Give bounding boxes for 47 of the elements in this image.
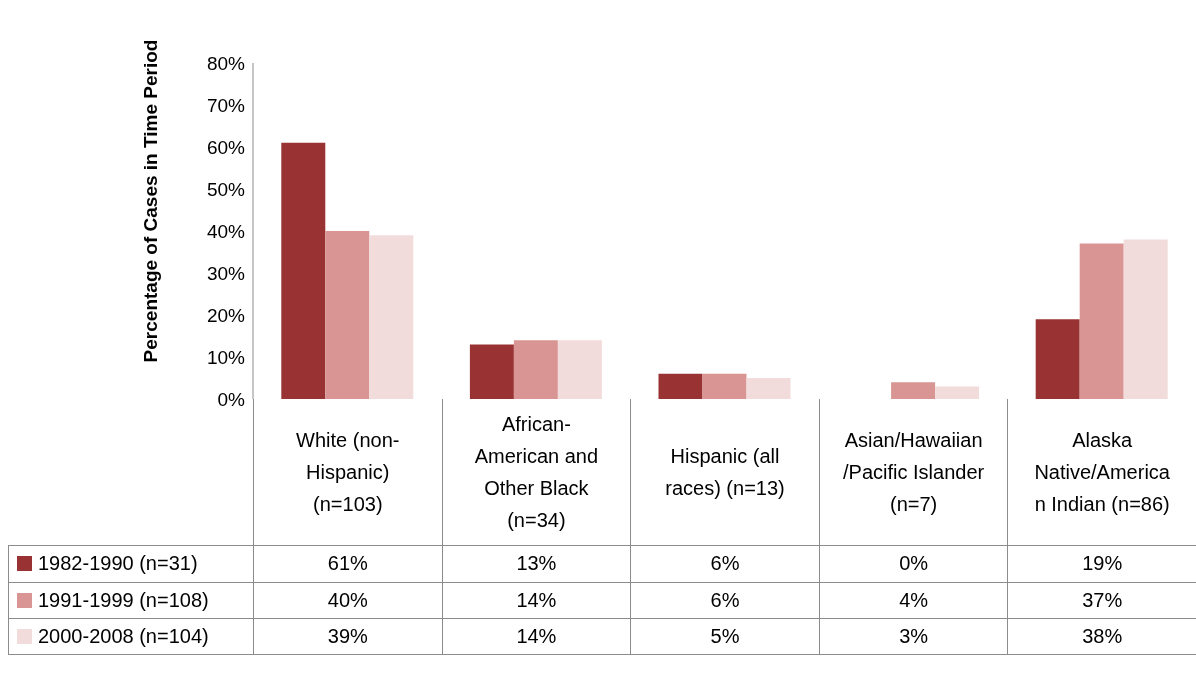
x-tick-label: African-American and Other Black (n=34) [473,412,600,533]
x-tick-label: Asian/Hawaiian /Pacific Islander (n=7) [842,428,986,517]
y-tick-label: 0% [217,388,246,410]
bar [1123,239,1168,399]
bar [513,340,558,399]
data-label: 14% [441,619,631,654]
data-label: 39% [253,619,442,654]
data-label: 6% [630,546,819,582]
bar [935,386,980,399]
legend-label: 2000-2008 (n=104) [38,624,209,648]
y-tick-label: 80% [206,52,246,74]
y-axis-title: Percentage of Cases in Time Period [139,39,161,363]
y-tick-label: 50% [206,178,246,200]
y-tick-label: 10% [206,346,246,368]
bar [1079,243,1124,399]
bar [658,373,703,399]
data-label: 13% [441,546,631,582]
data-label: 38% [1007,619,1196,654]
bar [469,344,514,399]
bar [281,142,326,399]
x-tick-label: Hispanic (all races) (n=13) [664,444,786,501]
legend-label: 1991-1999 (n=108) [38,588,209,612]
bar [702,373,747,399]
data-label: 3% [818,619,1008,654]
bar [746,378,791,399]
data-label: 6% [630,582,819,618]
y-tick-label: 40% [206,220,246,242]
data-label: 37% [1007,582,1196,618]
bar [891,382,936,399]
y-tick-label: 60% [206,136,246,158]
data-label: 40% [253,582,442,618]
y-tick-label: 20% [206,304,246,326]
data-label: 4% [818,582,1008,618]
bar [557,340,602,399]
bar [325,231,370,399]
y-tick-label: 70% [206,94,246,116]
y-tick-label: 30% [206,262,246,284]
bar [369,235,414,399]
bar [1035,319,1080,399]
data-label: 0% [818,546,1008,582]
data-label: 5% [630,619,819,654]
data-label: 19% [1007,546,1196,582]
data-label: 61% [253,546,442,582]
x-tick-label: White (non-Hispanic) (n=103) [295,428,401,517]
legend-label: 1982-1990 (n=31) [38,552,198,576]
x-tick-label: Alaska Native/American Indian (n=86) [1033,428,1171,517]
data-label: 14% [441,582,631,618]
